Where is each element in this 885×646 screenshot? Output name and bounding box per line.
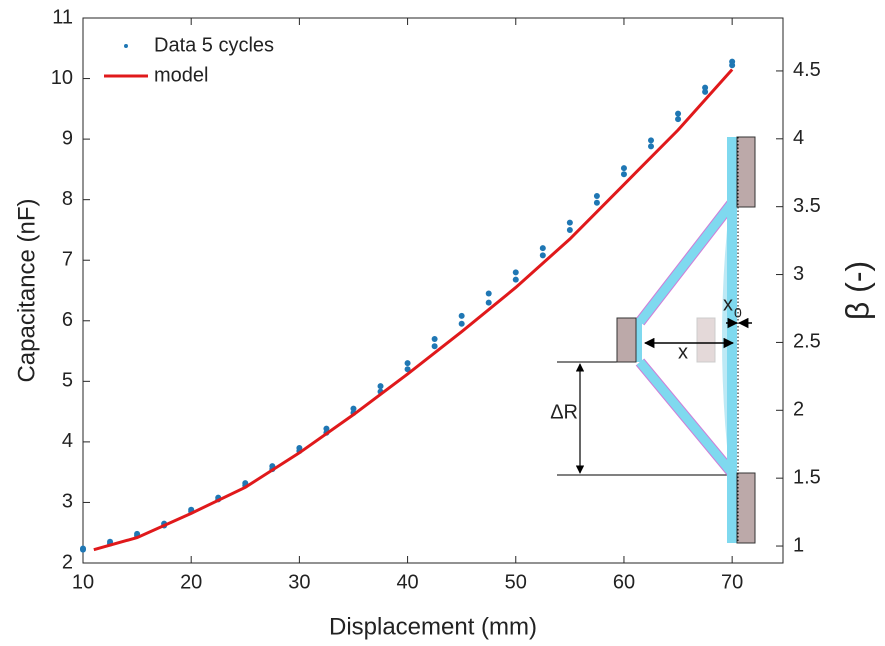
data-point (620, 171, 627, 178)
x-tick-label: 40 (396, 571, 418, 593)
data-point (404, 366, 411, 373)
data-point (323, 425, 330, 432)
y-tick-label: 5 (62, 370, 73, 392)
y2-tick-label: 4 (793, 127, 804, 149)
data-point (729, 58, 736, 65)
data-point (458, 320, 465, 327)
legend-marker (124, 44, 128, 48)
data-point (512, 269, 519, 276)
x-label: x (678, 341, 688, 363)
joint (636, 318, 642, 362)
x0-subscript: 0 (734, 305, 742, 321)
inset-diagram: ΔR x x 0 (550, 136, 756, 544)
data-point (648, 143, 655, 150)
y-tick-label: 11 (52, 6, 73, 28)
plot: 10 20 30 40 50 60 7023456789101111.522.533.544… (13, 6, 875, 640)
data-point (620, 165, 627, 172)
data-point (458, 312, 465, 319)
data-point (702, 88, 709, 95)
axes-frame (82, 17, 784, 564)
data-point (648, 137, 655, 144)
y-tick-label: 3 (62, 491, 73, 513)
y2-axis-label: β (-) (839, 261, 875, 320)
y-axis-label: Capacitance (nF) (13, 198, 40, 382)
y-tick-label: 7 (62, 249, 73, 271)
block (736, 472, 756, 544)
data-point (350, 405, 357, 412)
x-tick-label: 20 (180, 571, 202, 593)
data-point (593, 199, 600, 206)
ghost-block (696, 317, 716, 363)
x0-label: x (723, 293, 733, 315)
y2-tick-label: 2 (793, 399, 804, 421)
x-tick-label: 50 (505, 571, 527, 593)
delta-r-label: ΔR (550, 401, 578, 423)
y-tick-label: 2 (62, 551, 73, 573)
y-tick-label: 6 (62, 309, 73, 331)
data-point (80, 545, 86, 552)
data-point (702, 84, 709, 91)
data-point (296, 444, 303, 451)
data-point (377, 383, 384, 390)
data-point (485, 299, 492, 306)
legend-label: Data 5 cycles (154, 34, 274, 56)
y-tick-label: 8 (62, 188, 73, 210)
x-tick-label: 30 (288, 571, 310, 593)
arm (636, 359, 736, 476)
x-axis-label: Displacement (mm) (329, 613, 537, 640)
y-tick-label: 9 (62, 127, 73, 149)
y2-tick-label: 4.5 (793, 59, 821, 81)
data-point (675, 116, 682, 123)
x-tick-label: 70 (721, 571, 743, 593)
y2-tick-label: 1 (793, 534, 804, 556)
arm (636, 200, 736, 325)
data-point (431, 343, 438, 350)
model-line (93, 68, 734, 552)
block (616, 317, 637, 363)
data-point (512, 276, 519, 283)
data-point (485, 290, 492, 297)
y-tick-label: 10 (51, 67, 73, 89)
legend-label: model (154, 64, 208, 86)
x-tick-label: 10 (72, 571, 94, 593)
data-point (431, 335, 438, 342)
data-point (566, 219, 573, 226)
data-point (566, 226, 573, 233)
data-point (593, 193, 600, 200)
y2-tick-label: 3 (793, 263, 804, 285)
x-tick-label: 60 (613, 571, 635, 593)
data-point (539, 245, 546, 252)
y2-tick-label: 3.5 (793, 195, 821, 217)
y2-tick-label: 2.5 (793, 331, 821, 353)
rail (727, 137, 737, 543)
y2-tick-label: 1.5 (793, 466, 821, 488)
y-tick-label: 4 (62, 430, 73, 452)
block (736, 136, 756, 208)
data-point (675, 110, 682, 117)
data-point (539, 252, 546, 259)
data-point (404, 360, 411, 367)
data-point (242, 480, 249, 487)
